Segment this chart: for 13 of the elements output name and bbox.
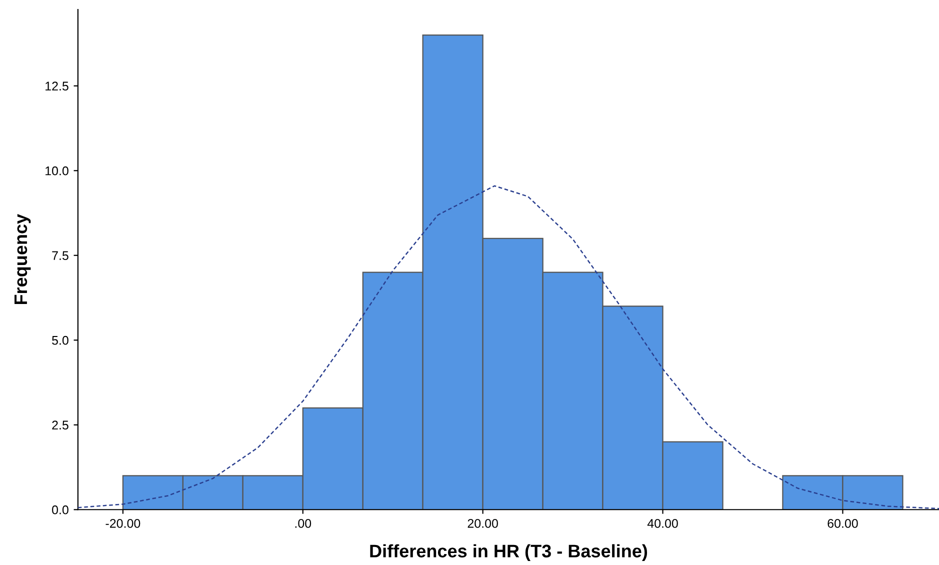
x-tick-label: .00 xyxy=(295,518,312,528)
y-tick-label: 12.5 xyxy=(46,82,68,91)
y-tick-label: 10.0 xyxy=(46,166,68,176)
y-tick-label: 5.0 xyxy=(52,336,68,345)
x-tick-label: 40.00 xyxy=(647,518,678,528)
y-tick-label: 0.0 xyxy=(52,505,68,514)
y-tick-label: 2.5 xyxy=(52,420,68,430)
y-axis-title: Frequency xyxy=(14,214,31,304)
x-axis-title: Differences in HR (T3 - Baseline) xyxy=(370,544,648,562)
x-tick-label: 20.00 xyxy=(468,518,498,528)
x-tick-label: 60.00 xyxy=(828,518,858,528)
x-tick-label: -20.00 xyxy=(106,518,140,528)
y-tick-label: 7.5 xyxy=(52,251,68,260)
